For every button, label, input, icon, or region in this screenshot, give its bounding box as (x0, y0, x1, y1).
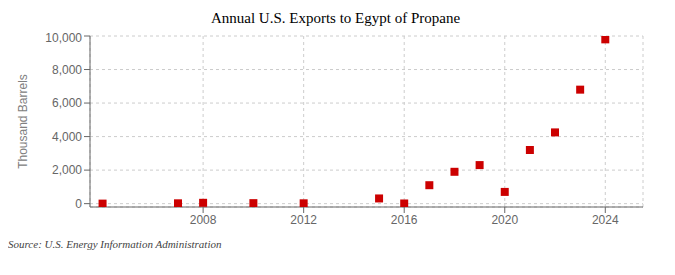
svg-text:2,000: 2,000 (52, 163, 82, 177)
svg-text:2016: 2016 (391, 213, 418, 227)
svg-text:0: 0 (75, 197, 82, 211)
svg-text:2020: 2020 (491, 213, 518, 227)
svg-text:Thousand Barrels: Thousand Barrels (16, 74, 30, 169)
svg-text:2008: 2008 (190, 213, 217, 227)
svg-text:4,000: 4,000 (52, 130, 82, 144)
svg-text:2024: 2024 (592, 213, 619, 227)
svg-text:10,000: 10,000 (45, 31, 82, 45)
svg-text:8,000: 8,000 (52, 63, 82, 77)
svg-text:2012: 2012 (290, 213, 317, 227)
html-text:Annual U.S. Exports to Egypt o: Annual U.S. Exports to Egypt of Propane (210, 10, 461, 26)
html-text:Source: U.S. Energy Informatio: Source: U.S. Energy Information Administ… (8, 238, 222, 250)
svg-text:6,000: 6,000 (52, 96, 82, 110)
